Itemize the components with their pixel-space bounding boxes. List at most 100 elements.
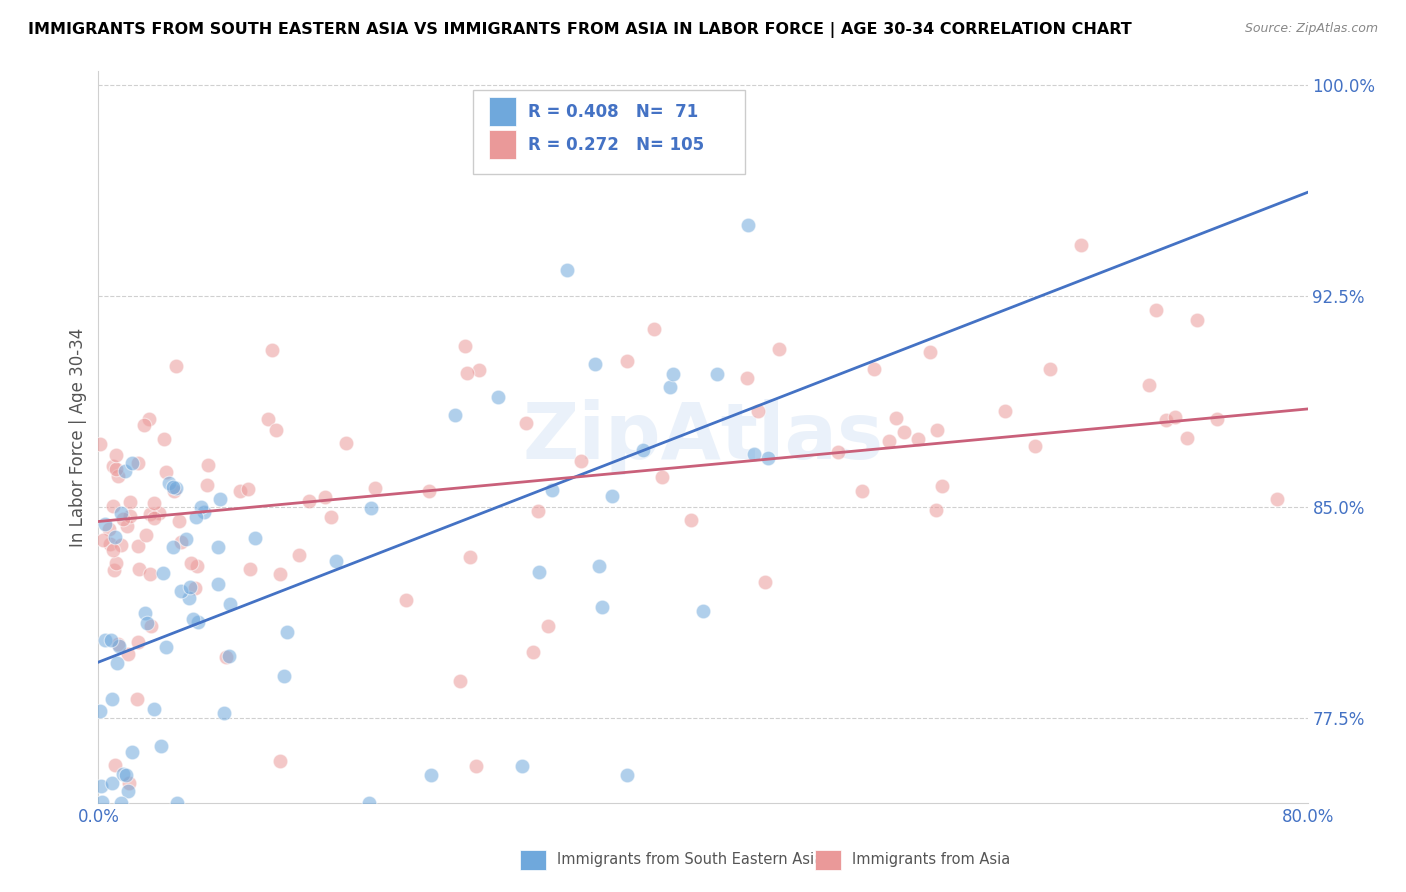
Point [395, 593, 418, 607]
Point [101, 499, 124, 513]
Point [143, 702, 166, 716]
Point [162, 540, 184, 554]
Point [170, 535, 193, 549]
Point [321, 509, 343, 524]
Point [1039, 362, 1062, 376]
Point [184, 510, 207, 524]
Point [927, 423, 949, 437]
Point [139, 508, 162, 522]
Point [236, 482, 259, 496]
Point [768, 342, 790, 356]
Point [215, 650, 238, 665]
Point [1185, 313, 1208, 327]
Point [458, 549, 481, 564]
Point [121, 745, 143, 759]
Point [420, 767, 443, 781]
Point [364, 481, 387, 495]
Point [661, 367, 683, 381]
Point [127, 635, 149, 649]
Point [994, 404, 1017, 418]
Y-axis label: In Labor Force | Age 30-34: In Labor Force | Age 30-34 [69, 327, 87, 547]
Point [360, 500, 382, 515]
Point [269, 567, 291, 582]
Point [193, 505, 215, 519]
Point [288, 548, 311, 562]
Point [127, 456, 149, 470]
Point [454, 339, 477, 353]
Point [658, 380, 681, 394]
Point [110, 538, 132, 552]
Text: R = 0.408   N=  71: R = 0.408 N= 71 [527, 103, 697, 120]
Point [706, 367, 728, 381]
Point [136, 616, 159, 631]
Point [89, 704, 111, 718]
Point [907, 433, 929, 447]
Point [110, 796, 132, 810]
Point [120, 509, 142, 524]
Point [925, 502, 948, 516]
Point [107, 637, 129, 651]
Point [91, 796, 114, 810]
Point [134, 418, 156, 433]
Point [166, 796, 188, 810]
Point [208, 492, 231, 507]
Point [239, 561, 262, 575]
Point [169, 583, 191, 598]
Point [314, 490, 336, 504]
Point [128, 561, 150, 575]
Point [153, 432, 176, 446]
Point [537, 619, 560, 633]
Text: Immigrants from Asia: Immigrants from Asia [852, 853, 1011, 867]
Point [522, 644, 544, 658]
Point [583, 357, 606, 371]
Point [931, 479, 953, 493]
Text: IMMIGRANTS FROM SOUTH EASTERN ASIA VS IMMIGRANTS FROM ASIA IN LABOR FORCE | AGE : IMMIGRANTS FROM SOUTH EASTERN ASIA VS IM… [28, 22, 1132, 38]
FancyBboxPatch shape [489, 130, 516, 159]
Point [747, 404, 769, 418]
Point [141, 618, 163, 632]
Point [118, 776, 141, 790]
Point [104, 757, 127, 772]
Point [125, 691, 148, 706]
Point [418, 484, 440, 499]
Point [486, 390, 509, 404]
Point [1137, 378, 1160, 392]
Point [138, 412, 160, 426]
Point [616, 354, 638, 368]
Point [190, 500, 212, 515]
Point [207, 577, 229, 591]
FancyBboxPatch shape [489, 97, 516, 126]
Point [94, 633, 117, 648]
Point [115, 768, 138, 782]
Point [117, 784, 139, 798]
Point [756, 450, 779, 465]
Point [177, 591, 200, 605]
Point [742, 447, 765, 461]
Point [104, 461, 127, 475]
FancyBboxPatch shape [474, 90, 745, 174]
Point [114, 464, 136, 478]
Point [104, 448, 127, 462]
Point [571, 454, 593, 468]
Point [179, 580, 201, 594]
Point [540, 483, 562, 497]
Point [165, 481, 187, 495]
Point [104, 529, 127, 543]
Point [1024, 439, 1046, 453]
Point [631, 442, 654, 457]
Point [91, 533, 114, 547]
Point [93, 516, 115, 531]
Point [827, 444, 849, 458]
Point [167, 514, 190, 528]
Point [219, 597, 242, 611]
Point [207, 540, 229, 554]
Point [884, 410, 907, 425]
Point [101, 458, 124, 473]
Point [115, 519, 138, 533]
Point [273, 669, 295, 683]
Point [152, 566, 174, 580]
Point [195, 477, 218, 491]
Text: Source: ZipAtlas.com: Source: ZipAtlas.com [1244, 22, 1378, 36]
Point [138, 567, 160, 582]
Point [851, 483, 873, 498]
